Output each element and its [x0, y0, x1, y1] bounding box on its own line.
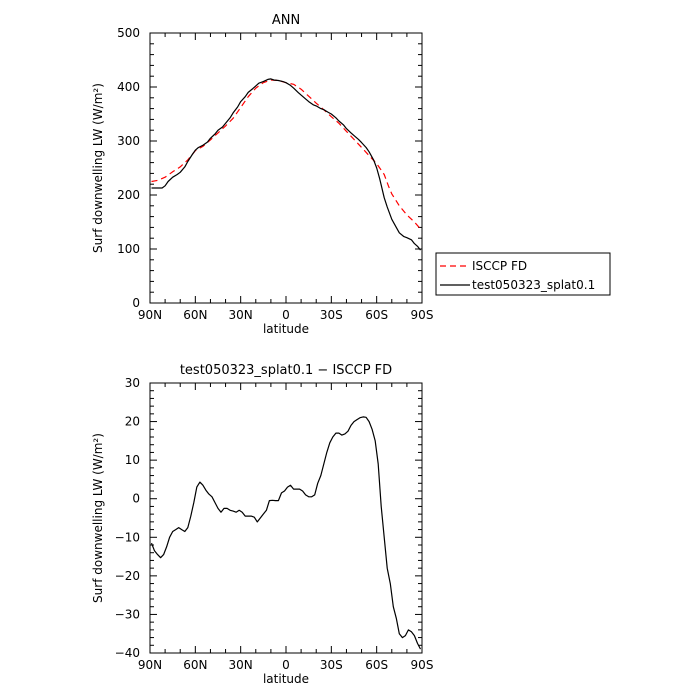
x-tick-label: 0 — [282, 658, 290, 672]
series-line-0 — [150, 416, 422, 650]
chart-title: test050323_splat0.1 − ISCCP FD — [180, 363, 392, 378]
y-tick-label: −40 — [115, 646, 140, 660]
y-tick-label: −30 — [115, 607, 140, 621]
x-axis-label: latitude — [263, 322, 309, 336]
x-tick-label: 90N — [138, 308, 162, 322]
x-tick-label: 90S — [411, 308, 434, 322]
y-tick-label: 200 — [117, 188, 140, 202]
y-axis-label: Surf downwelling LW (W/m²) — [91, 433, 105, 603]
y-tick-label: 300 — [117, 134, 140, 148]
x-tick-label: 60N — [183, 658, 207, 672]
bottom-chart-difference: test050323_splat0.1 − ISCCP FD 90N 60N 30N 0… — [91, 363, 433, 686]
legend-box — [435, 252, 611, 296]
y-tick-label: 0 — [132, 296, 140, 310]
y-tick-label: −10 — [115, 530, 140, 544]
y-tick-label: 0 — [132, 492, 140, 506]
x-tick-label: 30N — [229, 308, 253, 322]
legend-label: ISCCP FD — [472, 259, 527, 273]
x-tick-label: 90S — [411, 658, 434, 672]
x-axis-label: latitude — [263, 672, 309, 686]
legend: ISCCP FD test050323_splat0.1 — [435, 252, 611, 296]
x-tick-label: 90N — [138, 658, 162, 672]
x-tick-label: 30S — [320, 658, 343, 672]
top-chart-ann: ANN 90N 60N 30N 0 30S 60S 90S 0 100 200 300 400 500 la… — [91, 13, 433, 336]
x-tick-label: 60S — [365, 658, 388, 672]
y-tick-label: 500 — [117, 26, 140, 40]
x-tick-label: 30N — [229, 658, 253, 672]
x-tick-label: 60S — [365, 308, 388, 322]
y-tick-label: 400 — [117, 80, 140, 94]
y-axis-label: Surf downwelling LW (W/m²) — [91, 83, 105, 253]
plot-frame — [149, 32, 423, 304]
x-tick-label: 0 — [282, 308, 290, 322]
y-tick-label: 100 — [117, 242, 140, 256]
x-tick-label: 60N — [183, 308, 207, 322]
chart-title: ANN — [272, 13, 300, 28]
y-tick-label: 30 — [125, 376, 140, 390]
series-line-isccp-fd — [151, 79, 421, 230]
x-tick-label: 30S — [320, 308, 343, 322]
y-tick-label: 10 — [125, 453, 140, 467]
y-tick-label: 20 — [125, 415, 140, 429]
series-line-test050323-splat0-1 — [151, 78, 421, 251]
y-tick-label: −20 — [115, 569, 140, 583]
legend-label: test050323_splat0.1 — [472, 278, 595, 292]
